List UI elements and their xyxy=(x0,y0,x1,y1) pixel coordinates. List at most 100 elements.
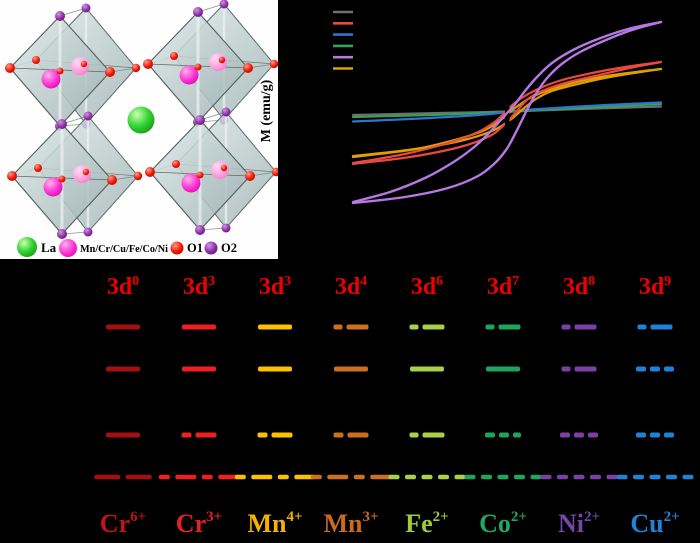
baseline-dash xyxy=(201,474,213,480)
la-legend-label: La xyxy=(41,240,57,255)
energy-level-dash xyxy=(334,366,368,372)
config-header: 3d3 xyxy=(183,274,215,300)
baseline-dash xyxy=(438,474,449,480)
o2-legend-sphere xyxy=(204,241,218,255)
energy-level-dash xyxy=(560,432,570,438)
bsite-legend-label: Mn/Cr/Cu/Fe/Co/Ni xyxy=(80,243,168,255)
energy-level-dash xyxy=(650,324,673,330)
baseline-dash xyxy=(175,474,197,480)
baseline-dash xyxy=(682,474,694,480)
energy-level-dash xyxy=(422,432,445,438)
energy-level-dash xyxy=(636,366,646,372)
baseline-dash xyxy=(327,474,349,480)
curve-orange-descending xyxy=(351,67,663,158)
baseline-dash xyxy=(649,474,661,480)
energy-level-dash xyxy=(650,432,660,438)
baseline-dash xyxy=(573,474,585,480)
energy-level-dash xyxy=(195,432,217,438)
config-header: 3d9 xyxy=(639,274,671,300)
baseline-dash xyxy=(464,474,476,480)
energy-level-dash xyxy=(182,366,216,372)
config-header: 3d7 xyxy=(487,274,519,300)
energy-level-dash xyxy=(333,324,343,330)
ion-label: Fe2+ xyxy=(405,509,448,538)
energy-level-dash xyxy=(106,324,140,330)
energy-level-dash xyxy=(486,366,520,372)
mh-plot-svg xyxy=(333,10,663,205)
energy-level-dash xyxy=(258,324,292,330)
baseline-dash xyxy=(94,474,121,480)
energy-level-dash xyxy=(258,366,292,372)
ion-label: Mn4+ xyxy=(247,509,302,538)
energy-level-dash xyxy=(513,432,521,438)
energy-level-dash xyxy=(409,432,419,438)
energy-level-dash xyxy=(574,324,597,330)
baseline-dash xyxy=(497,474,509,480)
energy-level-dash xyxy=(333,432,344,438)
energy-level-dash xyxy=(574,366,597,372)
energy-level-dash xyxy=(257,432,268,438)
baseline-dash xyxy=(310,474,322,480)
energy-level-dash xyxy=(485,324,495,330)
energy-level-dash xyxy=(106,432,140,438)
energy-level-dash xyxy=(347,432,369,438)
energy-level-dash xyxy=(588,432,598,438)
o1-legend-label: O1 xyxy=(187,241,203,255)
baseline-dash xyxy=(234,474,246,480)
config-header: 3d0 xyxy=(107,274,139,300)
energy-level-dash xyxy=(664,432,674,438)
ion-label: Mn3+ xyxy=(323,509,378,538)
curve-red-ascending xyxy=(351,60,663,166)
ion-label: Cu2+ xyxy=(630,509,679,538)
energy-level-dash xyxy=(485,432,495,438)
config-header: 3d3 xyxy=(259,274,291,300)
curve-red-descending xyxy=(351,60,663,165)
energy-level-dash xyxy=(499,432,509,438)
baseline-dash xyxy=(633,474,644,480)
energy-level-dash xyxy=(664,366,674,372)
baseline-dash xyxy=(606,474,618,480)
baseline-dash xyxy=(530,474,542,480)
baseline-dash xyxy=(158,474,170,480)
crystal-legend: La Mn/Cr/Cu/Fe/Co/Ni O1 O2 xyxy=(17,237,237,257)
energy-level-dash xyxy=(422,324,445,330)
energy-level-dash xyxy=(106,366,140,372)
baseline-dash xyxy=(277,474,289,480)
config-header: 3d8 xyxy=(563,274,595,300)
baseline-dash xyxy=(616,474,628,480)
baseline-dash xyxy=(481,474,492,480)
energy-level-dash xyxy=(561,324,571,330)
energy-levels-panel: 3d0 Cr6+ 3d3 Cr3+ 3d3 Mn4+ 3d4 Mn3+ 3d6 Fe2+ 3d7 Co… xyxy=(0,262,700,543)
ion-label: Ni2+ xyxy=(558,509,600,538)
la-legend-sphere xyxy=(17,237,37,257)
energy-level-dash xyxy=(636,432,646,438)
baseline-dash xyxy=(514,474,525,480)
mh-hysteresis-chart xyxy=(280,0,700,262)
energy-level-dash xyxy=(346,324,369,330)
energy-level-dash xyxy=(650,366,660,372)
baseline-dash xyxy=(666,474,677,480)
energy-level-dash xyxy=(637,324,647,330)
baseline-dash xyxy=(557,474,568,480)
baseline-dash xyxy=(540,474,552,480)
curve-purple-descending xyxy=(351,20,663,204)
ion-label: Cr3+ xyxy=(176,509,222,538)
la-sphere xyxy=(127,106,155,134)
crystal-structure-figure: La Mn/Cr/Cu/Fe/Co/Ni O1 O2 xyxy=(3,0,278,257)
energy-level-dash xyxy=(574,432,584,438)
energy-levels-svg: 3d0 Cr6+ 3d3 Cr3+ 3d3 Mn4+ 3d4 Mn3+ 3d6 Fe2+ 3d7 Co… xyxy=(94,274,694,538)
baseline-dash xyxy=(405,474,416,480)
baseline-dash xyxy=(294,474,316,480)
baseline-dash xyxy=(388,474,400,480)
energy-level-dash xyxy=(410,366,444,372)
energy-level-dash xyxy=(181,432,192,438)
energy-level-dash xyxy=(182,324,216,330)
baseline-dash xyxy=(421,474,433,480)
bsite-legend-sphere xyxy=(59,239,77,257)
chart-y-axis-label: M (emu/g) xyxy=(259,79,274,143)
energy-level-dash xyxy=(498,324,521,330)
baseline-dash xyxy=(454,474,466,480)
o2-legend-label: O2 xyxy=(221,241,237,255)
energy-level-dash xyxy=(409,324,419,330)
